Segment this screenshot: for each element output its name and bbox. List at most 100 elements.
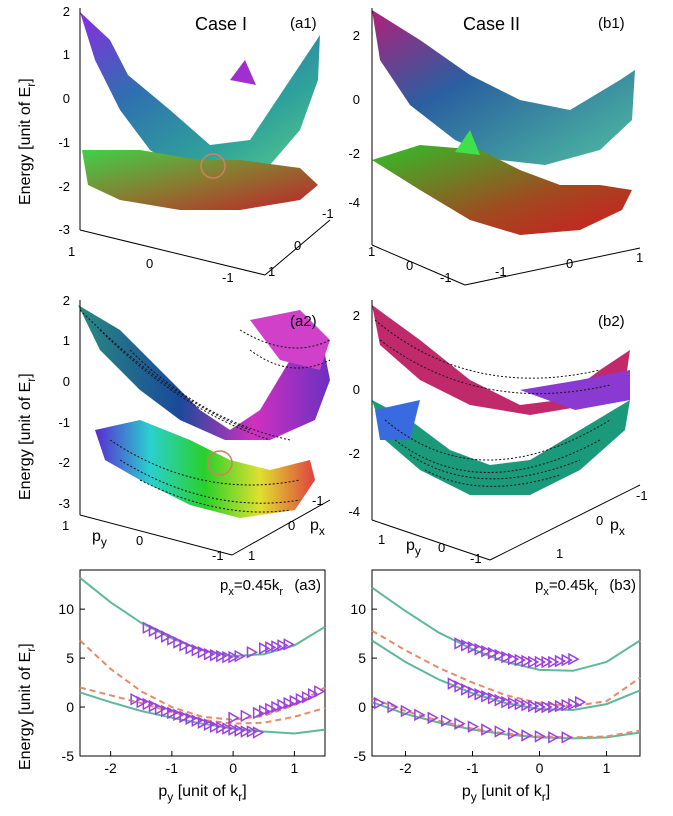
cut-annotation: px=0.45kr bbox=[535, 577, 598, 598]
data-marker bbox=[203, 718, 216, 731]
panel-b2: 2 0 -2 -4 1 0 -1 -1 0 1 py px (b2) bbox=[348, 300, 648, 566]
py-axis bbox=[79, 229, 266, 276]
panel-label: (b2) bbox=[598, 313, 625, 330]
data-marker bbox=[501, 650, 513, 664]
lower-surface bbox=[372, 400, 630, 495]
py-tick: 0 bbox=[136, 533, 143, 548]
theory-curve-dashed bbox=[371, 629, 641, 708]
data-marker bbox=[574, 695, 587, 709]
data-marker bbox=[494, 693, 506, 707]
py-label: py bbox=[406, 537, 421, 558]
px-axis bbox=[464, 247, 641, 286]
data-marker bbox=[301, 690, 314, 704]
data-marker bbox=[179, 639, 191, 652]
data-marker bbox=[234, 724, 246, 737]
y-tick-label: 0 bbox=[66, 699, 74, 715]
lower-surface-edge bbox=[375, 400, 420, 440]
data-marker bbox=[373, 696, 386, 710]
data-marker bbox=[271, 700, 283, 714]
x-axis-label: py [unit of kr] bbox=[462, 783, 550, 804]
lower-surface bbox=[82, 150, 318, 210]
data-marker bbox=[167, 706, 179, 720]
x-axis-label: py [unit of kr] bbox=[158, 783, 246, 804]
plot-frame bbox=[371, 569, 641, 757]
px-tick: 0 bbox=[596, 513, 603, 528]
data-marker bbox=[554, 699, 567, 713]
data-marker bbox=[467, 686, 480, 699]
panel-label: (b1) bbox=[598, 15, 625, 32]
data-marker bbox=[467, 720, 480, 733]
data-marker bbox=[481, 690, 493, 703]
theory-curve bbox=[371, 701, 641, 740]
lower-surface-peak bbox=[455, 130, 480, 155]
data-mesh bbox=[79, 309, 331, 513]
py-tick: 1 bbox=[368, 244, 375, 259]
data-marker bbox=[474, 688, 486, 701]
data-marker bbox=[179, 710, 191, 724]
degeneracy-circle bbox=[200, 153, 226, 179]
px-tick: -1 bbox=[495, 264, 507, 279]
panel-label: (a3) bbox=[294, 577, 321, 594]
data-marker bbox=[265, 702, 277, 716]
data-marker bbox=[454, 680, 466, 693]
px-tick: 0 bbox=[294, 238, 301, 253]
data-marker bbox=[246, 725, 259, 738]
data-marker bbox=[501, 695, 513, 709]
px-tick: -1 bbox=[312, 493, 324, 508]
data-marker bbox=[265, 641, 277, 654]
z-tick: -3 bbox=[58, 222, 70, 237]
data-marker bbox=[222, 650, 234, 664]
py-tick: 1 bbox=[68, 244, 75, 259]
data-marker bbox=[474, 643, 486, 656]
px-tick: -1 bbox=[636, 488, 648, 503]
y-tick-label: -5 bbox=[354, 748, 367, 764]
case-title: Case II bbox=[463, 14, 520, 34]
data-marker bbox=[461, 639, 473, 652]
theory-curve bbox=[79, 577, 326, 658]
px-tick: 1 bbox=[268, 264, 275, 279]
z-tick: -2 bbox=[348, 446, 360, 461]
upper-surface bbox=[78, 305, 330, 440]
z-tick: 0 bbox=[63, 91, 70, 106]
x-tick-label: 1 bbox=[603, 760, 611, 776]
py-tick: -1 bbox=[440, 270, 452, 285]
panel-a1: 2 1 0 -1 -2 -3 1 0 -1 -1 0 1 Case I (a1) bbox=[58, 4, 333, 285]
data-marker bbox=[568, 652, 580, 666]
z-tick: 2 bbox=[353, 28, 360, 43]
data-marker bbox=[514, 653, 526, 667]
y-tick-label: 5 bbox=[358, 650, 366, 666]
py-tick: 0 bbox=[438, 540, 445, 555]
case-title: Case I bbox=[195, 14, 247, 34]
z-tick: -4 bbox=[348, 195, 360, 210]
theory-curve-dashed bbox=[79, 639, 326, 721]
z-tick: -1 bbox=[58, 135, 70, 150]
px-tick: -1 bbox=[322, 206, 334, 221]
data-marker bbox=[487, 691, 500, 705]
data-marker bbox=[173, 636, 185, 649]
data-marker bbox=[148, 699, 161, 713]
z-tick: 1 bbox=[63, 333, 70, 348]
py-tick: -1 bbox=[212, 548, 224, 563]
py-axis bbox=[79, 514, 233, 556]
data-marker bbox=[228, 650, 240, 664]
data-marker bbox=[467, 641, 480, 654]
px-tick: 1 bbox=[556, 546, 563, 561]
data-marker bbox=[295, 692, 308, 706]
data-marker bbox=[481, 723, 493, 736]
panel-b1: 2 0 -2 -4 1 0 -1 -1 0 1 Case II (b1) bbox=[348, 8, 643, 286]
data-marker bbox=[271, 640, 283, 653]
x-tick-label: 1 bbox=[290, 760, 298, 776]
data-marker bbox=[173, 708, 185, 722]
data-marker bbox=[534, 700, 547, 714]
data-marker bbox=[427, 711, 439, 725]
data-marker bbox=[548, 655, 560, 669]
energy-axis-label-bottom: Energy [unit of Er] bbox=[17, 643, 38, 770]
data-marker bbox=[234, 649, 246, 663]
panel-a2: 2 1 0 -1 -2 -3 1 0 -1 -1 0 1 py px (a2) bbox=[58, 293, 331, 563]
data-marker bbox=[528, 699, 540, 713]
data-marker bbox=[277, 698, 289, 712]
data-marker bbox=[240, 709, 252, 723]
upper-surface-tip bbox=[230, 60, 256, 85]
py-axis bbox=[371, 519, 491, 561]
px-tick: 1 bbox=[248, 548, 255, 563]
